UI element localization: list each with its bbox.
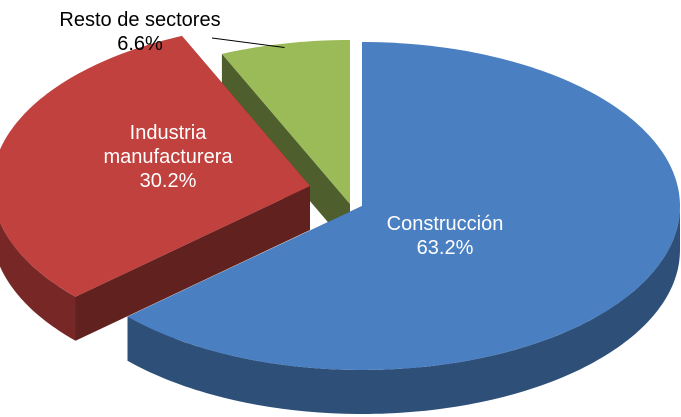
slice bbox=[127, 42, 680, 370]
category-label: Resto de sectores bbox=[59, 9, 221, 31]
slice-wall bbox=[127, 206, 680, 414]
slice-label: Industria manufacturera 30.2% bbox=[83, 121, 253, 193]
slice-side bbox=[75, 186, 310, 341]
value-label: 30.2% bbox=[139, 170, 197, 192]
value-label: 63.2% bbox=[416, 237, 474, 259]
leader-line bbox=[211, 37, 285, 49]
slice-wall bbox=[0, 222, 76, 341]
slice bbox=[221, 40, 350, 204]
slice-label: Construcción 63.2% bbox=[345, 212, 545, 260]
category-label: Industria manufacturera bbox=[103, 122, 233, 168]
slice-side bbox=[221, 53, 350, 249]
slice-label: Resto de sectores 6.6% bbox=[30, 8, 250, 56]
value-label: 6.6% bbox=[117, 33, 163, 55]
slice bbox=[0, 35, 310, 297]
category-label: Construcción bbox=[386, 213, 504, 235]
